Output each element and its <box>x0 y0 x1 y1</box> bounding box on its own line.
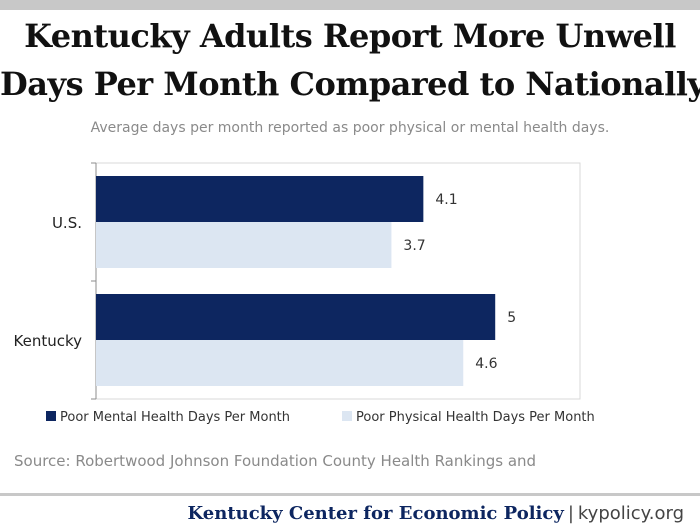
bar-chart: U.S. 4.1 3.7 Kentucky 5 4.6 Poor Mental Healt… <box>14 162 595 425</box>
source-note: Source: Robertwood Johnson Foundation Co… <box>14 452 537 470</box>
data-label-u-s-mental: 4.1 <box>435 192 457 208</box>
bars-group: U.S. 4.1 3.7 Kentucky 5 4.6 <box>14 176 516 386</box>
chart-subtitle: Average days per month reported as poor … <box>90 120 610 136</box>
category-label-kentucky: Kentucky <box>14 332 83 350</box>
bar-kentucky-mental <box>96 294 496 340</box>
legend-swatch-mental <box>46 411 56 421</box>
legend: Poor Mental Health Days Per Month Poor Ph… <box>46 410 595 425</box>
bar-u-s-mental <box>96 176 424 222</box>
data-label-u-s-physical: 3.7 <box>403 238 425 254</box>
footer-divider <box>0 493 700 496</box>
category-label-u-s: U.S. <box>52 214 82 232</box>
data-label-kentucky-mental: 5 <box>507 310 516 326</box>
footer-separator: | <box>567 503 574 524</box>
data-label-kentucky-physical: 4.6 <box>475 356 497 372</box>
top-bar <box>0 0 700 10</box>
title-line-1: Kentucky Adults Report More Unwell <box>24 17 676 55</box>
legend-label-mental: Poor Mental Health Days Per Month <box>60 410 290 425</box>
bar-u-s-physical <box>96 222 392 268</box>
legend-swatch-physical <box>342 411 352 421</box>
bar-kentucky-physical <box>96 340 464 386</box>
footer: Kentucky Center for Economic Policy | kypo… <box>188 503 684 524</box>
legend-label-physical: Poor Physical Health Days Per Month <box>356 410 595 425</box>
title-line-2: Days Per Month Compared to Nationally <box>0 65 700 103</box>
chart-title: Kentucky Adults Report More Unwell Days … <box>0 12 700 108</box>
footer-site-link[interactable]: kypolicy.org <box>577 503 684 524</box>
footer-org: Kentucky Center for Economic Policy <box>187 503 564 524</box>
